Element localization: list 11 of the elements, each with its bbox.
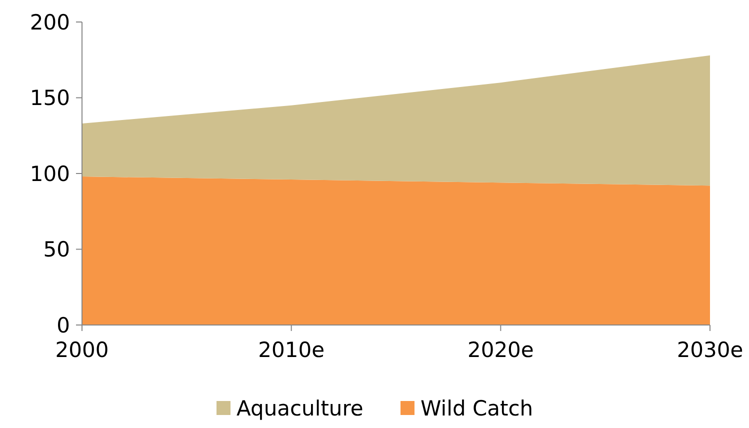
y-tick-label: 100 bbox=[30, 162, 70, 186]
y-tick-label: 200 bbox=[30, 10, 70, 34]
y-tick-label: 150 bbox=[30, 86, 70, 110]
legend-label: Wild Catch bbox=[420, 396, 534, 420]
legend-label: Aquaculture bbox=[236, 396, 364, 420]
y-tick-label: 0 bbox=[56, 313, 70, 338]
y-tick-label: 50 bbox=[43, 238, 70, 262]
x-tick-label: 2020e bbox=[467, 338, 534, 362]
x-tick-label: 2000 bbox=[55, 338, 109, 362]
x-tick-label: 2010e bbox=[258, 338, 325, 362]
x-tick-label: 2030e bbox=[676, 338, 744, 362]
